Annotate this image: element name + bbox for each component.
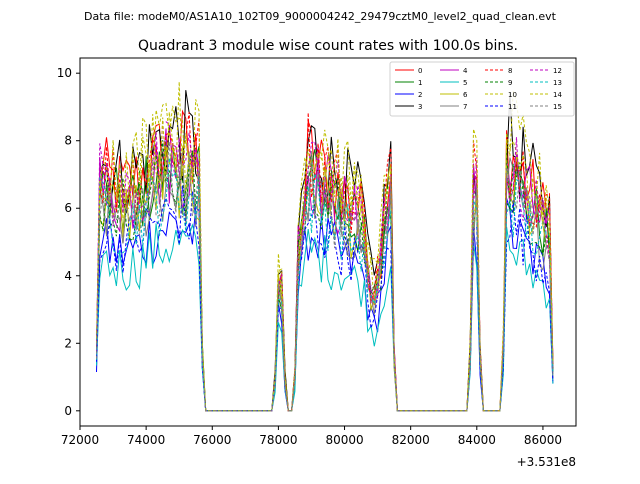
y-tick-label: 6: [64, 201, 72, 215]
y-tick-label: 8: [64, 134, 72, 148]
x-tick-label: 74000: [127, 433, 165, 447]
x-tick-label: 86000: [524, 433, 562, 447]
series-line-10: [96, 102, 554, 412]
legend-label: 14: [553, 91, 562, 99]
plot-frame: [79, 57, 577, 427]
legend-label: 9: [508, 79, 512, 87]
series-line-15: [96, 141, 554, 412]
figure-suptitle: Data file: modeM0/AS1A10_102T09_90000042…: [84, 10, 557, 23]
series-line-11: [96, 185, 554, 412]
series-lines: [96, 81, 554, 412]
chart-title: Quadrant 3 module wise count rates with …: [138, 38, 518, 54]
legend-label: 1: [418, 79, 422, 87]
legend-label: 3: [418, 103, 422, 111]
series-line-14: [96, 81, 554, 412]
x-tick-label: 84000: [458, 433, 496, 447]
legend-label: 0: [418, 67, 422, 75]
x-axis: 72000 74000 76000 78000 80000 82000 84000 86000: [61, 426, 562, 447]
series-line-2: [96, 197, 554, 412]
legend-label: 13: [553, 79, 562, 87]
y-tick-label: 0: [64, 404, 72, 418]
legend-label: 15: [553, 103, 562, 111]
y-tick-label: 2: [64, 336, 72, 350]
legend-label: 4: [463, 67, 468, 75]
x-tick-label: 72000: [61, 433, 99, 447]
x-axis-offset-label: +3.531e8: [517, 455, 576, 469]
legend-label: 7: [463, 103, 467, 111]
legend-box: [389, 61, 575, 117]
series-line-5: [96, 223, 554, 412]
legend-label: 6: [463, 91, 468, 99]
y-tick-label: 10: [57, 66, 72, 80]
y-axis: 0 2 4 6 8 10: [57, 66, 80, 418]
x-tick-label: 82000: [392, 433, 430, 447]
x-tick-label: 80000: [325, 433, 363, 447]
legend-label: 11: [508, 103, 517, 111]
legend-label: 2: [418, 91, 422, 99]
x-tick-label: 76000: [193, 433, 231, 447]
legend-label: 8: [508, 67, 512, 75]
x-tick-label: 78000: [259, 433, 297, 447]
series-line-13: [96, 157, 554, 412]
legend-label: 10: [508, 91, 517, 99]
y-tick-label: 4: [64, 269, 72, 283]
legend-label: 5: [463, 79, 467, 87]
series-line-8: [96, 112, 554, 412]
legend-label: 12: [553, 67, 562, 75]
